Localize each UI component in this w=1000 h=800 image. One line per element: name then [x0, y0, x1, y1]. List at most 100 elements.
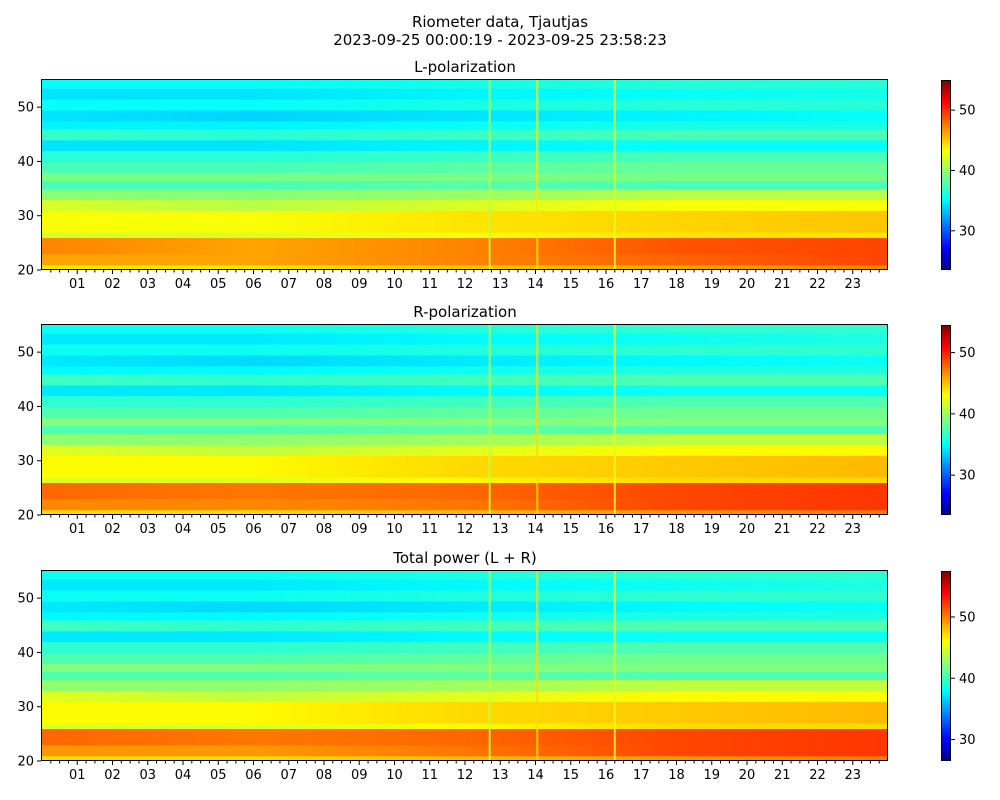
heatmap-band: [42, 611, 888, 621]
y-tick-label: 30: [17, 700, 34, 715]
x-tick-label: 04: [175, 522, 192, 537]
x-tick-label: 12: [457, 768, 474, 783]
heatmap-svg: [42, 325, 888, 515]
heatmap-band: [42, 701, 888, 724]
heatmap-band: [42, 406, 888, 418]
panel-title: R-polarization: [413, 303, 517, 321]
colorbar-tick-label: 50: [959, 346, 976, 361]
heatmap-svg: [42, 571, 888, 761]
x-tick-label: 14: [527, 522, 544, 537]
x-axis: 01 02 03 04 05 06 07 08 09 10 11 12 13 14 15 16 17 18 19 20…: [50, 515, 880, 537]
x-tick-label: 08: [316, 522, 333, 537]
heatmap-band: [42, 395, 888, 408]
x-tick-label: 06: [245, 277, 262, 292]
x-tick-label: 14: [527, 768, 544, 783]
y-tick-label: 40: [17, 646, 34, 661]
x-tick-label: 17: [633, 768, 650, 783]
x-tick-label: 21: [774, 277, 791, 292]
x-tick-label: 11: [421, 277, 438, 292]
x-tick-label: 21: [774, 768, 791, 783]
x-tick-label: 23: [844, 277, 861, 292]
x-tick-label: 22: [809, 522, 826, 537]
heatmap-band: [42, 365, 888, 375]
heatmap-vertical-line: [613, 325, 616, 515]
heatmap-band: [42, 728, 888, 746]
figure-subtitle-time-range: 2023-09-25 00:00:19 - 2023-09-25 23:58:2…: [333, 31, 667, 49]
heatmap-band: [42, 120, 888, 130]
x-tick-label: 01: [69, 277, 86, 292]
heatmap-band: [42, 641, 888, 654]
x-tick-label: 05: [210, 768, 227, 783]
x-tick-label: 05: [210, 277, 227, 292]
x-tick-label: 10: [386, 277, 403, 292]
x-tick-label: 19: [703, 768, 720, 783]
panel-title: Total power (L + R): [393, 549, 537, 567]
colorbar-axis: 30 40 50: [951, 346, 976, 484]
x-tick-label: 08: [316, 277, 333, 292]
heatmap-vertical-line: [488, 571, 491, 761]
x-axis: 01 02 03 04 05 06 07 08 09 10 11 12 13 14 15 16 17 18 19 20…: [50, 270, 880, 292]
heatmap-band: [42, 744, 888, 757]
x-tick-label: 01: [69, 768, 86, 783]
panel-total-power: Total power (L + R) 20 30 40 50 01 02 03 04 05 0…: [0, 549, 1000, 783]
heatmap-vertical-line: [613, 571, 616, 761]
heatmap-band: [42, 630, 888, 643]
panel-l-polarization: L-polarization 20 30 40 50 01 02 03 04 05 06 07 08…: [0, 58, 1000, 292]
heatmap-band: [42, 600, 888, 613]
heatmap-vertical-line: [488, 325, 491, 515]
x-tick-label: 20: [739, 522, 756, 537]
x-tick-label: 16: [598, 522, 615, 537]
x-tick-label: 01: [69, 522, 86, 537]
heatmap-band: [42, 373, 888, 386]
x-tick-label: 18: [668, 768, 685, 783]
panel-title: L-polarization: [414, 58, 516, 76]
heatmap-band: [42, 180, 888, 190]
heatmap-band: [42, 690, 888, 702]
x-tick-label: 16: [598, 277, 615, 292]
heatmap-band: [42, 232, 888, 239]
heatmap-band: [42, 417, 888, 427]
y-axis: 20 30 40 50: [17, 101, 41, 279]
heatmap-band: [42, 354, 888, 367]
colorbar-tick-label: 30: [959, 224, 976, 239]
x-tick-label: 09: [351, 768, 368, 783]
x-tick-label: 13: [492, 522, 509, 537]
heatmap-band: [42, 172, 888, 182]
heatmap-band: [42, 109, 888, 122]
heatmap-band: [42, 679, 888, 692]
colorbar-tick-label: 30: [959, 733, 976, 748]
y-axis: 20 30 40 50: [17, 346, 41, 524]
heatmap-band: [42, 652, 888, 664]
x-tick-label: 07: [280, 522, 297, 537]
x-tick-label: 13: [492, 768, 509, 783]
heatmap-band: [42, 199, 888, 211]
heatmap-band: [42, 384, 888, 397]
x-tick-label: 14: [527, 277, 544, 292]
x-tick-label: 13: [492, 277, 509, 292]
x-tick-label: 20: [739, 277, 756, 292]
y-tick-label: 50: [17, 592, 34, 607]
x-tick-label: 15: [562, 768, 579, 783]
y-axis: 20 30 40 50: [17, 592, 41, 770]
heatmap-band: [42, 88, 888, 100]
heatmap-band: [42, 590, 888, 602]
heatmap-band: [42, 444, 888, 456]
x-tick-label: 03: [139, 768, 156, 783]
heatmap-band: [42, 433, 888, 446]
x-tick-label: 16: [598, 768, 615, 783]
heatmap-band: [42, 619, 888, 632]
heatmap-band: [42, 80, 888, 89]
x-tick-label: 09: [351, 522, 368, 537]
heatmap-vertical-line: [488, 80, 491, 270]
x-tick-label: 02: [104, 522, 121, 537]
heatmap-area: [42, 571, 888, 761]
x-axis: 01 02 03 04 05 06 07 08 09 10 11 12 13 14 15 16 17 18 19 20…: [50, 761, 880, 783]
x-tick-label: 17: [633, 277, 650, 292]
colorbar-tick-label: 50: [959, 104, 976, 119]
x-tick-label: 10: [386, 522, 403, 537]
heatmap-band: [42, 210, 888, 233]
y-tick-label: 50: [17, 101, 34, 116]
heatmap-band: [42, 671, 888, 681]
heatmap-band: [42, 237, 888, 255]
x-tick-label: 11: [421, 768, 438, 783]
